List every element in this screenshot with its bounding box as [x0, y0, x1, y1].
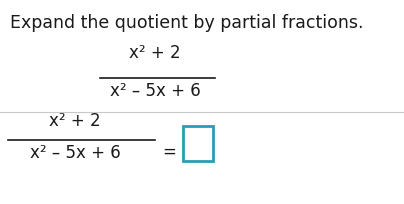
Text: x² + 2: x² + 2 [129, 44, 181, 62]
Text: x² – 5x + 6: x² – 5x + 6 [29, 143, 120, 161]
Text: Expand the quotient by partial fractions.: Expand the quotient by partial fractions… [10, 14, 364, 32]
Text: x² + 2: x² + 2 [49, 111, 101, 129]
Text: =: = [162, 142, 176, 160]
Text: x² – 5x + 6: x² – 5x + 6 [109, 82, 200, 100]
